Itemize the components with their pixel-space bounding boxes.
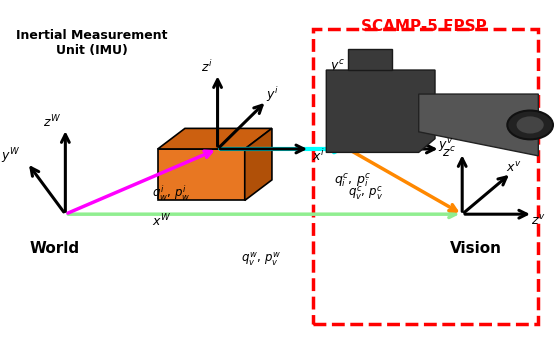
Circle shape — [517, 116, 544, 134]
Polygon shape — [158, 149, 245, 200]
Text: $q_v^w,\,p_v^w$: $q_v^w,\,p_v^w$ — [241, 250, 281, 267]
Text: $z^i$: $z^i$ — [201, 59, 212, 74]
Text: World: World — [29, 241, 80, 256]
Text: $x^c$: $x^c$ — [400, 84, 415, 98]
Text: $q_i^c,\,p_i^c$: $q_i^c,\,p_i^c$ — [335, 171, 372, 189]
Text: $y^c$: $y^c$ — [330, 58, 345, 75]
Polygon shape — [419, 94, 538, 156]
Circle shape — [507, 110, 553, 139]
Text: $z^c$: $z^c$ — [441, 145, 455, 160]
Text: $x^W$: $x^W$ — [152, 213, 172, 229]
Text: SCAMP-5 FPSP: SCAMP-5 FPSP — [361, 19, 487, 34]
Text: $y^v$: $y^v$ — [438, 137, 454, 154]
Text: $q_w^i,\,p_w^i$: $q_w^i,\,p_w^i$ — [152, 184, 191, 203]
Polygon shape — [326, 70, 435, 152]
Text: Inertial Measurement
Unit (IMU): Inertial Measurement Unit (IMU) — [17, 29, 168, 57]
Text: $z^v$: $z^v$ — [531, 214, 545, 228]
Text: Vision: Vision — [450, 241, 502, 256]
Text: $x^i$: $x^i$ — [312, 148, 325, 164]
Polygon shape — [245, 128, 272, 200]
Text: $x^v$: $x^v$ — [506, 161, 522, 175]
Text: $y^i$: $y^i$ — [266, 85, 278, 103]
Text: $z^W$: $z^W$ — [43, 113, 61, 130]
Polygon shape — [348, 49, 391, 70]
Text: $q_v^c,\,p_v^c$: $q_v^c,\,p_v^c$ — [348, 185, 383, 202]
Polygon shape — [158, 128, 272, 149]
Text: $y^W$: $y^W$ — [1, 146, 21, 166]
